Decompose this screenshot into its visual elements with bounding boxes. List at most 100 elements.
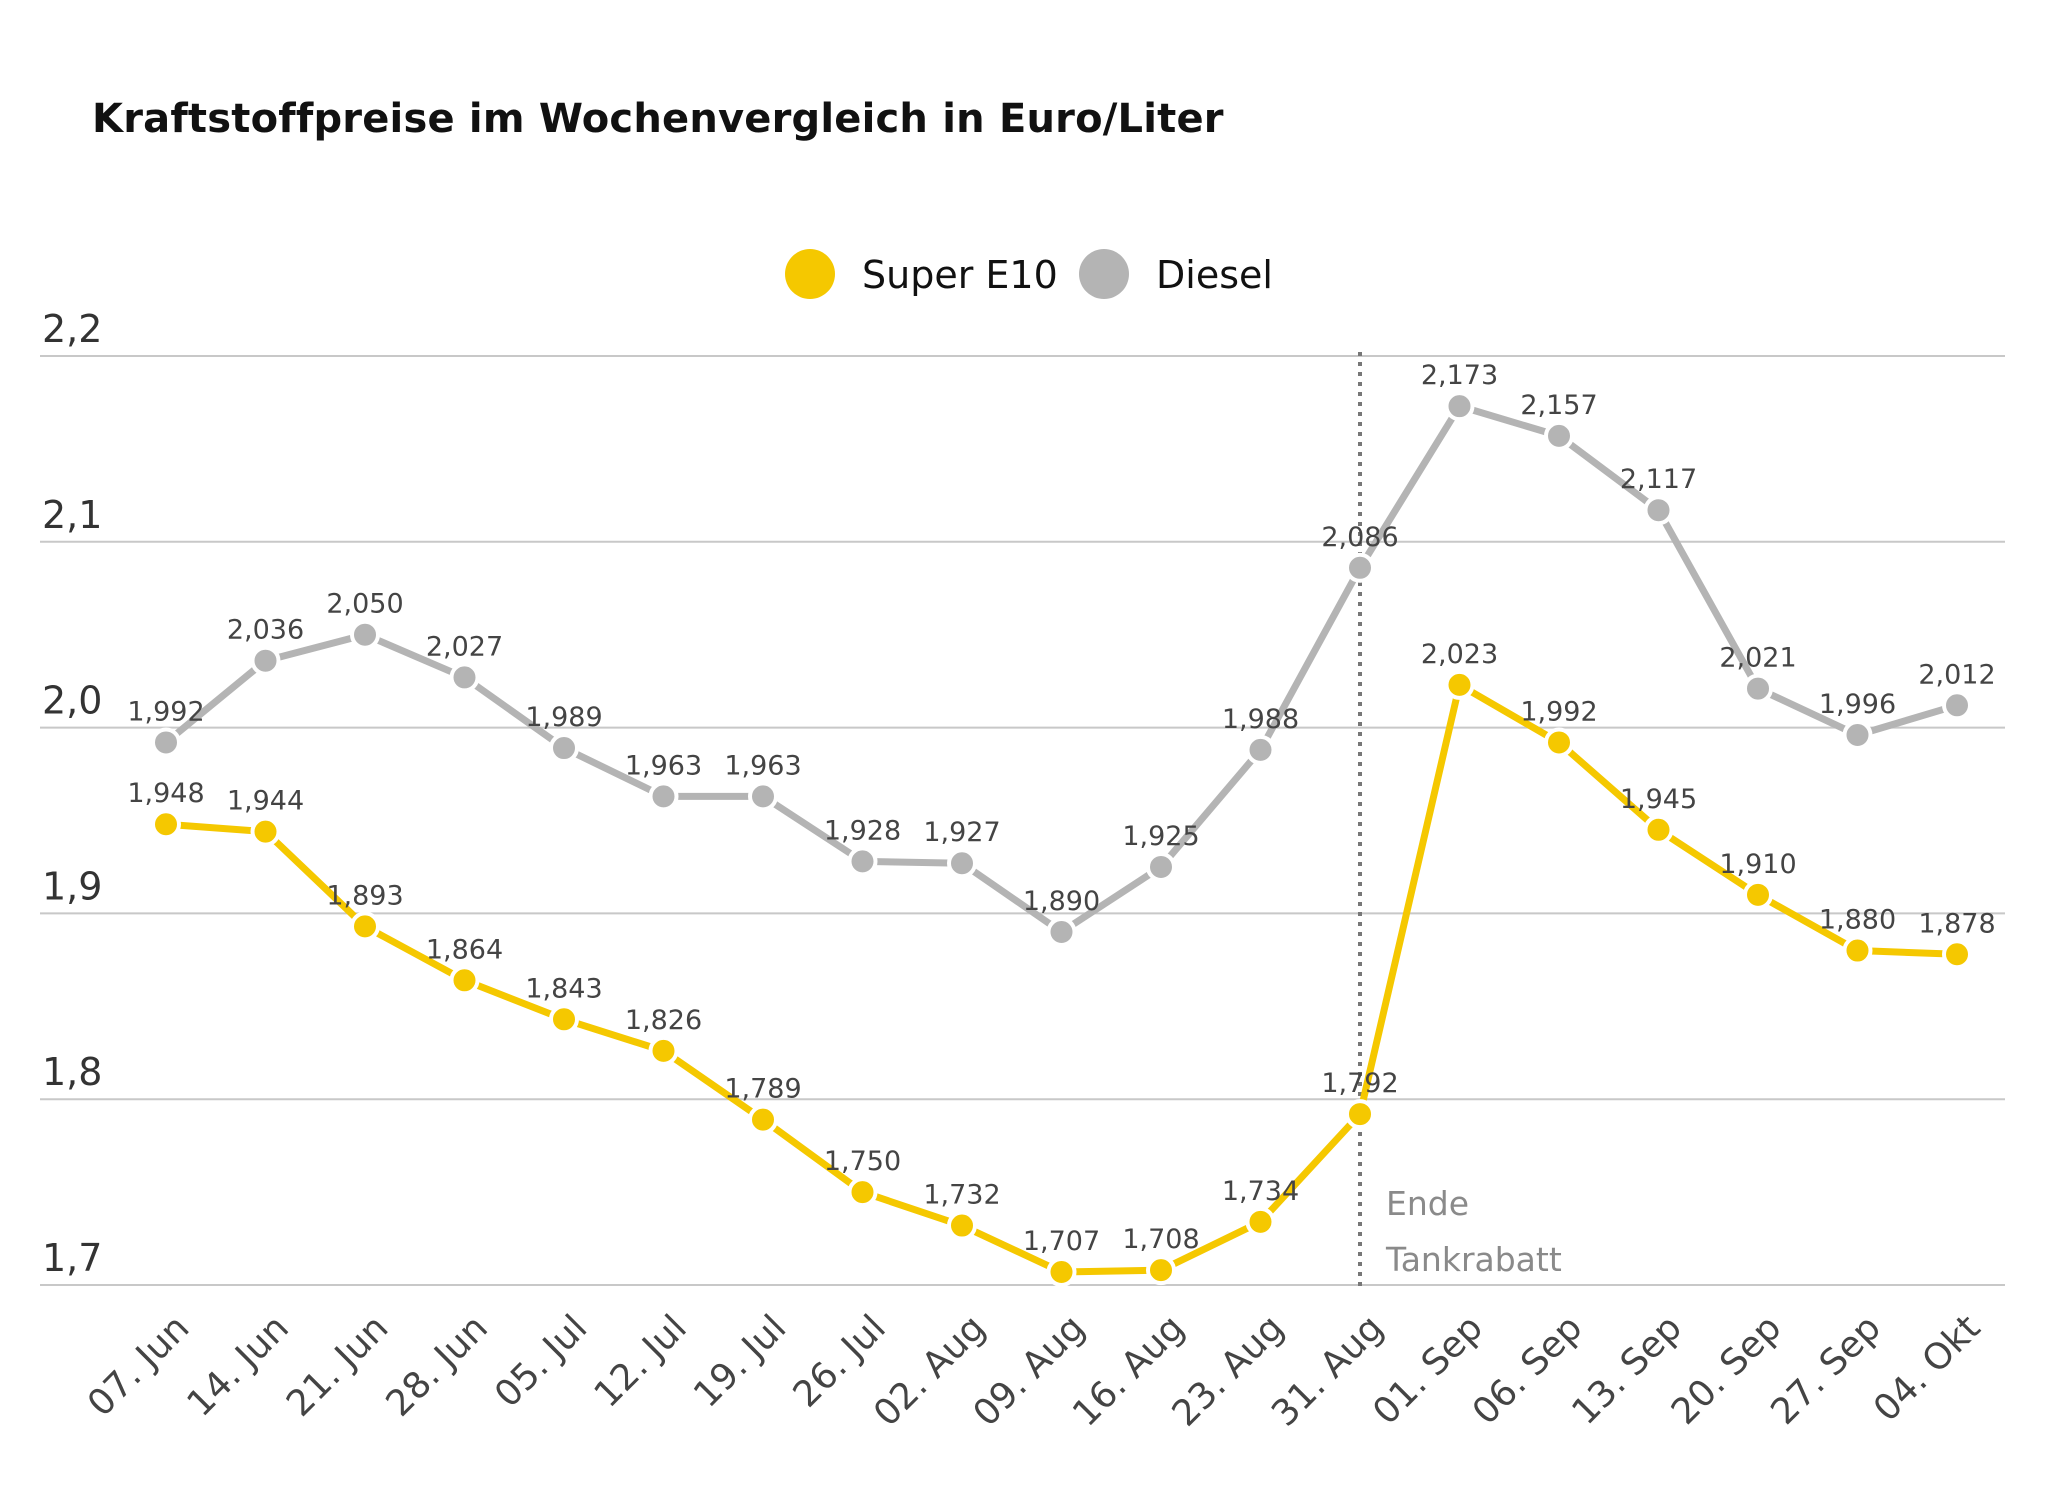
data-label: 2,012 — [1918, 659, 1995, 690]
grid-layer: 1,7 1,8 1,9 2,0 2,1 2,2 — [40, 307, 2005, 1286]
data-label: 1,928 — [824, 815, 901, 846]
data-point — [947, 1210, 977, 1241]
data-label: 2,117 — [1620, 464, 1697, 495]
y-tick-label: 1,7 — [42, 1236, 102, 1280]
data-point — [1942, 690, 1972, 721]
data-label: 1,893 — [326, 880, 403, 911]
data-point — [1146, 851, 1176, 882]
data-point — [1444, 391, 1475, 422]
data-point — [1743, 673, 1773, 704]
data-point — [1046, 916, 1077, 947]
data-point — [1743, 879, 1773, 910]
y-tick-label: 2,1 — [42, 493, 102, 537]
y-tick-label: 2,0 — [42, 679, 102, 723]
data-point — [1842, 720, 1873, 751]
x-tick-label: 31. Aug — [1264, 1307, 1391, 1434]
data-point — [648, 1035, 679, 1066]
data-label: 2,027 — [426, 631, 503, 662]
data-point — [947, 848, 977, 879]
x-tick-label: 01. Sep — [1365, 1307, 1491, 1433]
x-tick-label: 21. Jun — [279, 1307, 396, 1424]
data-point — [1643, 495, 1674, 526]
legend-marker — [785, 249, 835, 299]
data-point — [350, 619, 380, 650]
data-point — [1842, 935, 1873, 966]
data-label: 1,992 — [1520, 696, 1597, 727]
data-label: 1,707 — [1023, 1226, 1100, 1257]
legend-label: Super E10 — [862, 253, 1058, 297]
data-point — [1245, 1206, 1276, 1237]
data-label: 2,050 — [326, 589, 403, 620]
data-label: 1,708 — [1122, 1224, 1199, 1255]
x-tick-label: 12. Jul — [587, 1307, 695, 1415]
x-tick-label: 14. Jun — [180, 1307, 297, 1424]
data-point — [250, 645, 281, 676]
data-label: 1,996 — [1819, 689, 1896, 720]
y-tick-label: 2,2 — [42, 307, 102, 351]
data-label: 1,988 — [1222, 704, 1299, 735]
data-label: 1,992 — [127, 696, 204, 727]
data-label: 1,843 — [525, 973, 602, 1004]
data-point — [449, 965, 480, 996]
data-label: 1,963 — [724, 750, 801, 781]
data-point — [847, 1177, 878, 1208]
data-point — [549, 733, 579, 764]
data-label: 2,023 — [1421, 639, 1498, 670]
data-label: 1,750 — [824, 1146, 901, 1177]
data-label: 2,086 — [1321, 522, 1398, 553]
data-point — [1942, 939, 1972, 970]
data-label: 1,989 — [525, 702, 602, 733]
data-label: 1,944 — [227, 786, 304, 817]
data-point — [1046, 1256, 1077, 1287]
data-label: 1,864 — [426, 934, 503, 965]
data-label: 2,173 — [1421, 360, 1498, 391]
data-label: 2,021 — [1719, 643, 1796, 674]
data-label: 1,910 — [1719, 849, 1796, 880]
data-point — [1544, 727, 1574, 758]
data-label: 1,826 — [625, 1005, 702, 1036]
data-label: 1,734 — [1222, 1176, 1299, 1207]
legend: Super E10 Diesel — [785, 249, 1273, 299]
data-label: 1,945 — [1620, 784, 1697, 815]
data-point — [1345, 552, 1375, 583]
annotation-text: Ende — [1386, 1184, 1469, 1223]
data-point — [350, 911, 380, 942]
series-layer — [151, 391, 1972, 1287]
data-point — [151, 809, 181, 840]
x-tick-label: 07. Jun — [80, 1307, 197, 1424]
data-point — [1345, 1099, 1375, 1130]
annotation-text: Tankrabatt — [1385, 1240, 1562, 1279]
y-tick-label: 1,9 — [42, 864, 102, 908]
data-label: 2,157 — [1520, 390, 1597, 421]
data-point — [748, 1104, 778, 1135]
data-label: 1,878 — [1918, 908, 1995, 939]
data-point — [250, 816, 281, 847]
x-tick-label: 06. Sep — [1465, 1307, 1591, 1433]
data-label: 2,036 — [227, 615, 304, 646]
y-tick-label: 1,8 — [42, 1050, 102, 1094]
data-point — [1245, 734, 1276, 765]
data-label: 1,948 — [127, 778, 204, 809]
data-point — [1146, 1255, 1176, 1286]
legend-label: Diesel — [1156, 253, 1273, 297]
data-label: 1,789 — [724, 1074, 801, 1105]
data-label: 1,963 — [625, 750, 702, 781]
data-point — [648, 781, 679, 812]
data-point — [1444, 669, 1475, 700]
x-tick-label: 13. Sep — [1564, 1307, 1690, 1433]
x-tick-label: 28. Jun — [379, 1307, 496, 1424]
data-point — [847, 846, 878, 877]
x-tick-label: 05. Jul — [487, 1307, 595, 1415]
data-point — [549, 1004, 579, 1035]
data-point — [1643, 814, 1674, 845]
data-label: 1,880 — [1819, 905, 1896, 936]
x-tick-label: 19. Jul — [686, 1307, 794, 1415]
annotation-layer: Ende Tankrabatt — [1358, 352, 1562, 1287]
x-tick-label: 04. Okt — [1866, 1307, 1988, 1429]
data-label: 1,792 — [1321, 1068, 1398, 1099]
data-point — [748, 781, 778, 812]
data-label: 1,732 — [923, 1180, 1000, 1211]
x-tick-label: 20. Sep — [1664, 1307, 1790, 1433]
